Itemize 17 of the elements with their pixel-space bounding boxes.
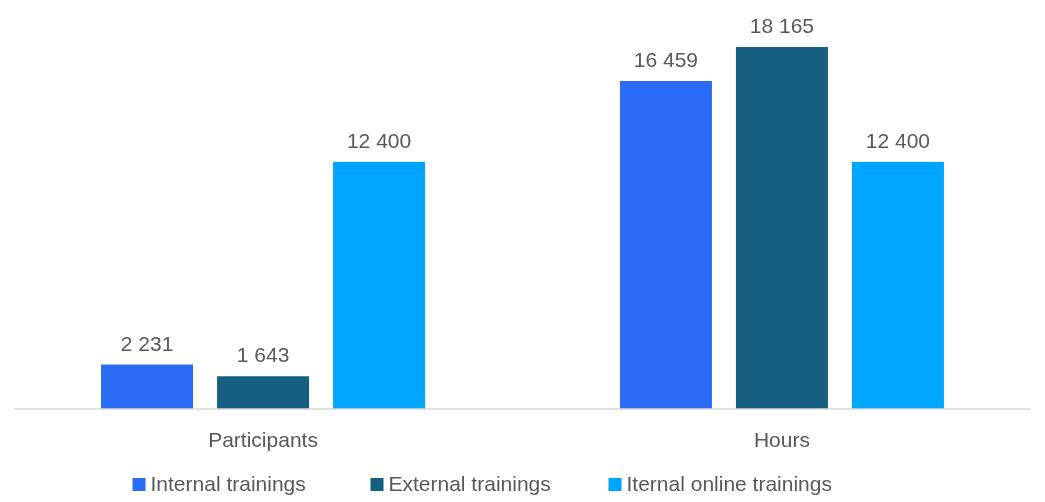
data-label: 12 400 — [865, 128, 931, 152]
bar — [217, 376, 310, 409]
data-label: 2 231 — [120, 331, 174, 355]
bar — [851, 161, 944, 409]
bar — [101, 364, 194, 409]
legend-label: Internal trainings — [150, 472, 306, 495]
x-tick-label: Participants — [208, 428, 318, 451]
legend-label: Iternal online trainings — [626, 472, 832, 495]
bar — [735, 47, 828, 409]
data-label: 16 459 — [633, 48, 699, 71]
bar — [619, 81, 712, 409]
data-label: 1 643 — [236, 343, 290, 367]
legend-label: External trainings — [388, 472, 551, 495]
bar — [333, 161, 426, 409]
data-label: 12 400 — [346, 128, 412, 152]
data-label: 18 165 — [749, 14, 815, 37]
x-tick-label: Hours — [753, 428, 810, 451]
